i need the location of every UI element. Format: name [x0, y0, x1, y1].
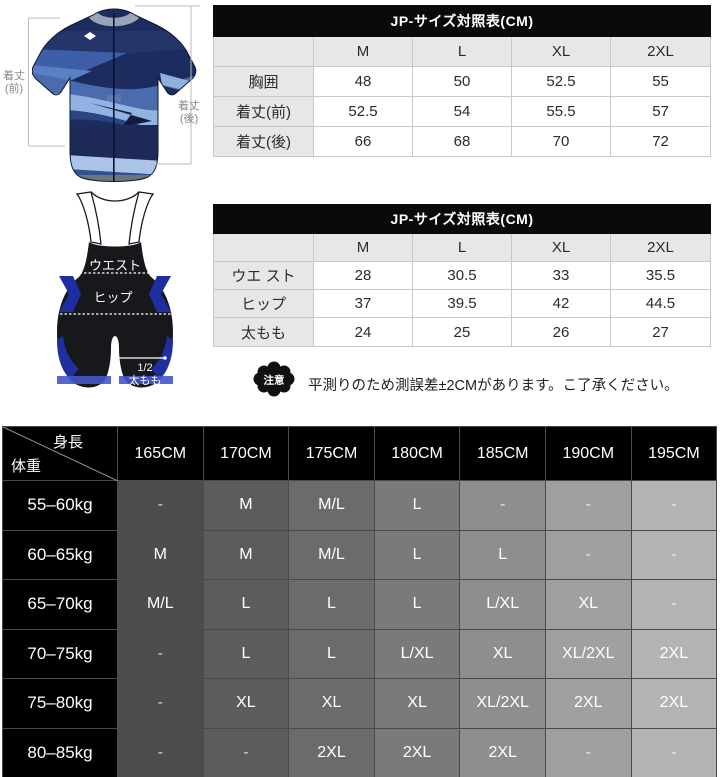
- svg-text:注意: 注意: [264, 374, 285, 387]
- svg-text:ウエスト: ウエスト: [89, 258, 141, 273]
- svg-text:ヒップ: ヒップ: [93, 290, 132, 305]
- svg-text:1/2: 1/2: [137, 362, 152, 374]
- svg-text:太もも: 太もも: [129, 374, 162, 387]
